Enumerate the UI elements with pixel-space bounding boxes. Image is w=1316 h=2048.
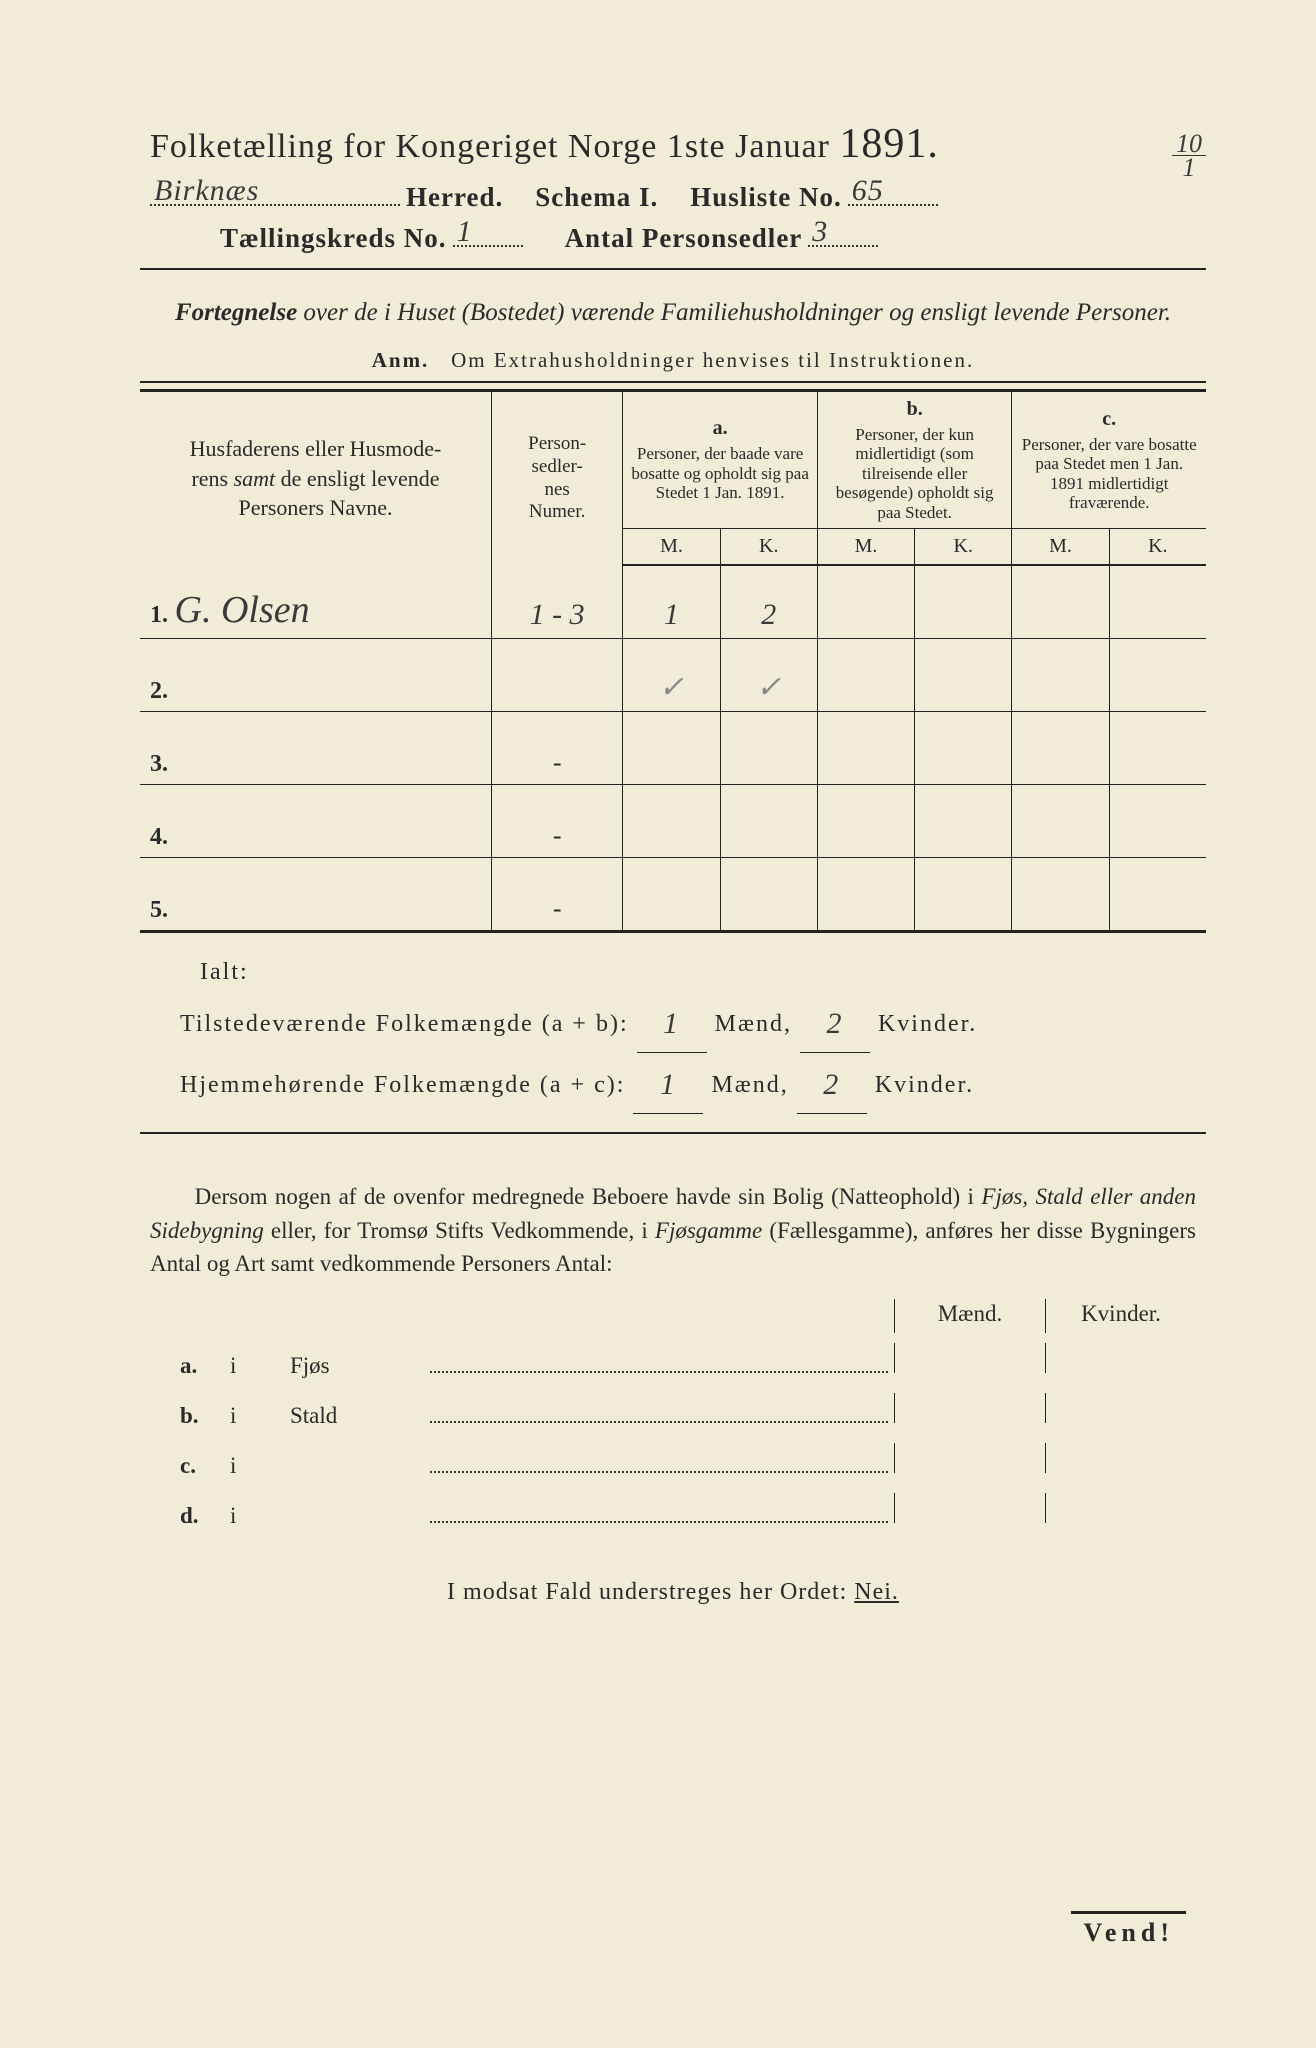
cm-cell bbox=[1012, 565, 1109, 639]
divider bbox=[140, 381, 1206, 383]
bm-cell bbox=[817, 565, 914, 639]
frac-bot: 1 bbox=[1183, 156, 1196, 179]
name-cell: G. Olsen bbox=[175, 589, 310, 631]
nei-line: I modsat Fald understreges her Ordet: Ne… bbox=[140, 1579, 1206, 1606]
nei-word: Nei. bbox=[854, 1579, 899, 1605]
tot-row1-label: Tilstedeværende Folkemængde (a + b): bbox=[180, 1000, 629, 1048]
ak-cell: 2 bbox=[761, 598, 776, 631]
mk-header: K. bbox=[720, 529, 817, 566]
table-row: 4. - bbox=[140, 785, 1206, 858]
divider bbox=[140, 268, 1206, 270]
buildings-paragraph: Dersom nogen af de ovenfor medregnede Be… bbox=[150, 1180, 1196, 1280]
kvinder-label: Kvinder. bbox=[878, 1000, 977, 1048]
kreds-value: 1 bbox=[457, 215, 473, 249]
title-text: Folketælling for Kongeriget Norge 1ste J… bbox=[150, 128, 830, 165]
tot-r2k: 2 bbox=[823, 1068, 840, 1101]
table-row: 3. - bbox=[140, 712, 1206, 785]
kvinder-label: Kvinder. bbox=[875, 1061, 974, 1109]
am-cell: 1 bbox=[664, 598, 679, 631]
divider bbox=[140, 1132, 1206, 1134]
subtitle-lead: Fortegnelse bbox=[175, 299, 297, 326]
census-form-page: Folketælling for Kongeriget Norge 1ste J… bbox=[0, 0, 1316, 1666]
maend-label: Mænd, bbox=[715, 1000, 792, 1048]
header-line-3: Tællingskreds No. 1 Antal Personsedler 3 bbox=[140, 223, 1206, 254]
margin-fraction: 10 1 bbox=[1172, 132, 1206, 180]
bhdr-m: Mænd. bbox=[894, 1299, 1045, 1333]
herred-value: Birknæs bbox=[154, 174, 259, 208]
ialt-label: Ialt: bbox=[200, 959, 1206, 986]
table-row: 1. G. Olsen 1 - 3 1 2 bbox=[140, 565, 1206, 639]
buildings-block: Mænd. Kvinder. a. i Fjøs b. i Stald c. i bbox=[180, 1299, 1196, 1529]
antal-value: 3 bbox=[812, 215, 828, 249]
col-c-header: c. Personer, der vare bosatte paa Stedet… bbox=[1012, 390, 1206, 529]
bk-cell bbox=[915, 565, 1012, 639]
tot-row2-label: Hjemmehørende Folkemængde (a + c): bbox=[180, 1061, 625, 1109]
kreds-label: Tællingskreds No. bbox=[220, 223, 447, 254]
table-row: 5. - bbox=[140, 858, 1206, 932]
col-num-header: Person-sedler-nesNumer. bbox=[491, 390, 622, 565]
header-line-2: Birknæs Herred. Schema I. Husliste No. 6… bbox=[140, 182, 1206, 213]
tot-r2m: 1 bbox=[660, 1068, 677, 1101]
building-row: c. i bbox=[180, 1443, 1196, 1479]
building-row: b. i Stald bbox=[180, 1393, 1196, 1429]
maend-label: Mænd, bbox=[711, 1061, 788, 1109]
husliste-value: 65 bbox=[852, 174, 884, 208]
building-row: a. i Fjøs bbox=[180, 1343, 1196, 1379]
mk-header: M. bbox=[817, 529, 914, 566]
tot-r1k: 2 bbox=[826, 1007, 843, 1040]
anm-line: Anm. Om Extrahusholdninger henvises til … bbox=[140, 348, 1206, 373]
anm-rest: Om Extrahusholdninger henvises til Instr… bbox=[451, 348, 974, 372]
mk-header: K. bbox=[915, 529, 1012, 566]
ck-cell bbox=[1109, 565, 1206, 639]
subtitle-rest: over de i Huset (Bostedet) værende Famil… bbox=[297, 299, 1171, 326]
antal-label: Antal Personsedler bbox=[565, 223, 803, 254]
herred-label: Herred. bbox=[406, 182, 503, 213]
mk-header: M. bbox=[1012, 529, 1109, 566]
col-b-header: b. Personer, der kun midlertidigt (som t… bbox=[817, 390, 1012, 529]
subtitle: Fortegnelse over de i Huset (Bostedet) v… bbox=[170, 296, 1176, 330]
title-year: 1891. bbox=[839, 121, 939, 167]
building-row: d. i bbox=[180, 1493, 1196, 1529]
anm-lead: Anm. bbox=[372, 348, 430, 372]
bhdr-k: Kvinder. bbox=[1045, 1299, 1196, 1333]
table-row: 2. ✓ ✓ bbox=[140, 639, 1206, 712]
totals-block: Tilstedeværende Folkemængde (a + b): 1 M… bbox=[180, 992, 1206, 1114]
col-name-header: Husfaderens eller Husmode-rens samt de e… bbox=[140, 390, 491, 565]
nei-pre: I modsat Fald understreges her Ordet: bbox=[447, 1579, 854, 1605]
title-line: Folketælling for Kongeriget Norge 1ste J… bbox=[140, 120, 1206, 168]
col-a-header: a. Personer, der baade vare bosatte og o… bbox=[623, 390, 818, 529]
pn-cell: 1 - 3 bbox=[530, 598, 585, 631]
tot-r1m: 1 bbox=[663, 1007, 680, 1040]
schema-label: Schema I. bbox=[535, 182, 658, 213]
household-table: Husfaderens eller Husmode-rens samt de e… bbox=[140, 389, 1206, 934]
mk-header: K. bbox=[1109, 529, 1206, 566]
mk-header: M. bbox=[623, 529, 720, 566]
vend-label: Vend! bbox=[1071, 1911, 1186, 1948]
husliste-label: Husliste No. bbox=[690, 182, 842, 213]
